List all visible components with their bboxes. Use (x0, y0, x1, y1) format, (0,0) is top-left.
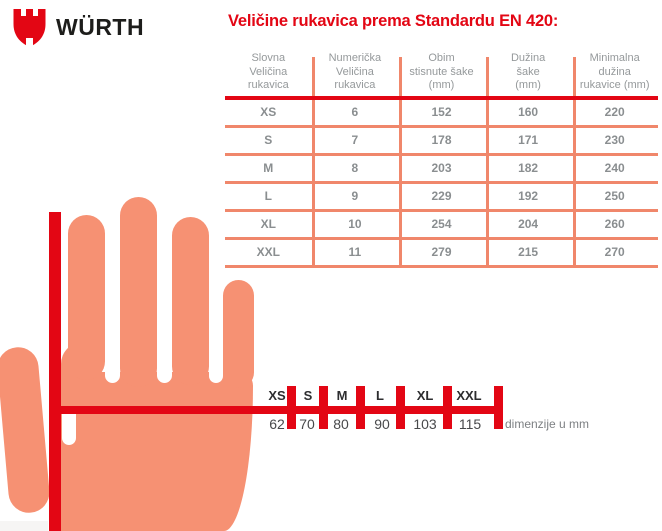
scale-size-label: XL (416, 388, 434, 403)
scale-tick (356, 386, 365, 429)
scale-size-label: L (376, 388, 384, 403)
table-cell: 250 (604, 189, 625, 203)
table-body: XS 6 152 160 220 S 7 178 171 230 M 8 203 182 240 L 9 229 1… (225, 100, 658, 268)
page-title: Veličine rukavica prema Standardu EN 420… (228, 12, 559, 30)
header-red-divider (225, 96, 658, 100)
index-finger (68, 215, 105, 380)
table-cell: 229 (431, 189, 452, 203)
table-cell: XS (260, 105, 277, 119)
table-row: XL 10 254 204 260 (225, 212, 658, 240)
scale-value-label: 103 (413, 416, 437, 432)
table-cell: 171 (518, 133, 539, 147)
scale-value-label: 90 (374, 416, 390, 432)
scale-value-label: 70 (299, 416, 315, 432)
table-cell: 11 (348, 245, 362, 259)
column-separator (399, 57, 402, 96)
table-cell: 270 (604, 245, 625, 259)
table-cell: 230 (604, 133, 625, 147)
table-row: XS 6 152 160 220 (225, 100, 658, 128)
middle-finger (120, 197, 157, 387)
table-cell: L (264, 189, 272, 203)
brand-wordmark: WÜRTH (56, 14, 145, 40)
table-cell: 178 (431, 133, 452, 147)
scale-tick (319, 386, 328, 429)
scale-tick (494, 386, 503, 429)
horizontal-measure-line (58, 406, 503, 414)
table-cell: XXL (256, 245, 280, 259)
column-separator (312, 100, 315, 268)
table-cell: 279 (431, 245, 452, 259)
pinky-finger (223, 280, 254, 388)
table-row: M 8 203 182 240 (225, 156, 658, 184)
column-separator (486, 57, 489, 96)
scale-size-label: S (303, 388, 313, 403)
table-header-cell: Numerička Veličina rukavica (328, 52, 382, 91)
table-cell: 215 (518, 245, 539, 259)
table-cell: 160 (518, 105, 539, 119)
table-cell: S (264, 133, 273, 147)
column-separator (573, 100, 576, 268)
scale-value-label: 62 (269, 416, 285, 432)
table-cell: 9 (351, 189, 359, 203)
thumb (0, 345, 52, 515)
size-table: Slovna Veličina rukavica Numerička Veličina r… (225, 47, 658, 268)
scale-tick (443, 386, 452, 429)
scale-tick (287, 386, 296, 429)
table-cell: 152 (431, 105, 452, 119)
ring-finger (172, 217, 209, 385)
scale-value-label: 115 (458, 416, 482, 432)
finger-web-notch (157, 372, 172, 383)
table-header-row: Slovna Veličina rukavica Numerička Veličina r… (225, 47, 658, 96)
table-cell: 204 (518, 217, 539, 231)
wuerth-logo (12, 9, 47, 47)
table-cell: 182 (518, 161, 539, 175)
table-row: S 7 178 171 230 (225, 128, 658, 156)
table-header-cell: Slovna Veličina rukavica (247, 52, 289, 91)
table-header-cell: Dužina šake (mm) (510, 52, 546, 91)
table-row: XXL 11 279 215 270 (225, 240, 658, 268)
table-header-cell: Minimalna dužina rukavice (mm) (579, 52, 650, 91)
table-cell: 10 (348, 217, 362, 231)
scale-size-label: XXL (456, 388, 482, 403)
scale-unit-label: dimenzije u mm (505, 417, 590, 431)
table-cell: XL (260, 217, 276, 231)
table-cell: 220 (604, 105, 625, 119)
scale-value-label: 80 (333, 416, 349, 432)
table-row: L 9 229 192 250 (225, 184, 658, 212)
table-cell: 260 (604, 217, 625, 231)
table-cell: 8 (351, 161, 359, 175)
column-separator (486, 100, 489, 268)
column-separator (573, 57, 576, 96)
finger-web-notch (105, 372, 120, 383)
palm-shape (49, 372, 253, 531)
table-cell: M (263, 161, 274, 175)
scale-size-label: M (336, 388, 348, 403)
finger-web-notch (209, 372, 223, 383)
vertical-measure-line (49, 212, 61, 531)
table-cell: 240 (604, 161, 625, 175)
wuerth-shield-icon (13, 9, 46, 47)
table-cell: 7 (351, 133, 359, 147)
column-separator (399, 100, 402, 268)
table-cell: 192 (518, 189, 539, 203)
column-separator (312, 57, 315, 96)
table-header-cell: Obim stisnute šake (mm) (409, 52, 474, 91)
table-cell: 6 (351, 105, 359, 119)
table-cell: 203 (431, 161, 452, 175)
scale-tick (396, 386, 405, 429)
scale-size-label: XS (268, 388, 286, 403)
bottom-edge-strip (0, 521, 48, 531)
table-cell: 254 (431, 217, 452, 231)
thumb-web-notch (62, 412, 76, 445)
